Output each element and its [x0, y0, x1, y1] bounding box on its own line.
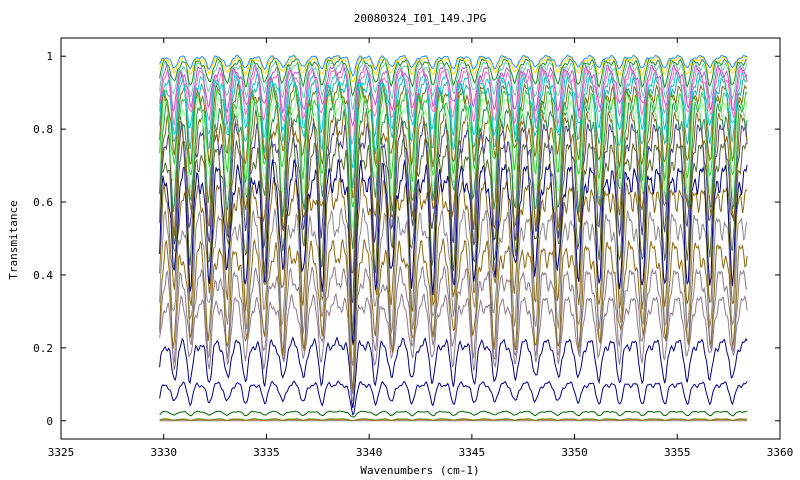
- series-line: [159, 380, 748, 416]
- series-line: [159, 265, 748, 395]
- chart-title: 20080324_I01_149.JPG: [354, 12, 486, 25]
- x-tick-label: 3345: [459, 446, 486, 459]
- series-line: [159, 206, 748, 366]
- x-tick-label: 3350: [561, 446, 588, 459]
- y-axis: 0 0.2 0.4 0.6 0.8 1: [33, 50, 780, 428]
- series-line: [159, 292, 748, 402]
- y-axis-label: Transmitance: [7, 200, 20, 279]
- series-line: [159, 238, 748, 391]
- x-tick-label: 3335: [253, 446, 280, 459]
- series-line: [159, 159, 748, 344]
- series-line: [159, 410, 748, 418]
- series-line: [159, 137, 748, 336]
- series-line: [159, 336, 748, 409]
- series-line: [159, 75, 748, 189]
- series-line: [159, 59, 748, 111]
- series-line: [159, 80, 748, 199]
- y-tick-label: 0.4: [33, 269, 53, 282]
- y-tick-label: 0.8: [33, 123, 53, 136]
- x-axis: 3325 3330 3335 3340 3345 3350 3355 3360: [48, 38, 794, 459]
- series-layer: [159, 54, 748, 422]
- series-line: [159, 176, 748, 346]
- x-tick-label: 3355: [664, 446, 691, 459]
- y-tick-label: 1: [46, 50, 53, 63]
- plot-frame: [60, 37, 781, 440]
- y-tick-label: 0.2: [33, 342, 53, 355]
- y-tick-label: 0.6: [33, 196, 53, 209]
- series-line: [159, 110, 748, 274]
- x-tick-label: 3330: [150, 446, 177, 459]
- x-tick-label: 3325: [48, 446, 75, 459]
- series-line: [159, 54, 748, 77]
- x-tick-label: 3360: [767, 446, 794, 459]
- series-line: [159, 99, 748, 250]
- series-line: [159, 62, 748, 128]
- x-axis-label: Wavenumbers (cm-1): [360, 464, 479, 477]
- x-tick-label: 3340: [356, 446, 383, 459]
- series-line: [159, 418, 748, 421]
- y-tick-label: 0: [46, 415, 53, 428]
